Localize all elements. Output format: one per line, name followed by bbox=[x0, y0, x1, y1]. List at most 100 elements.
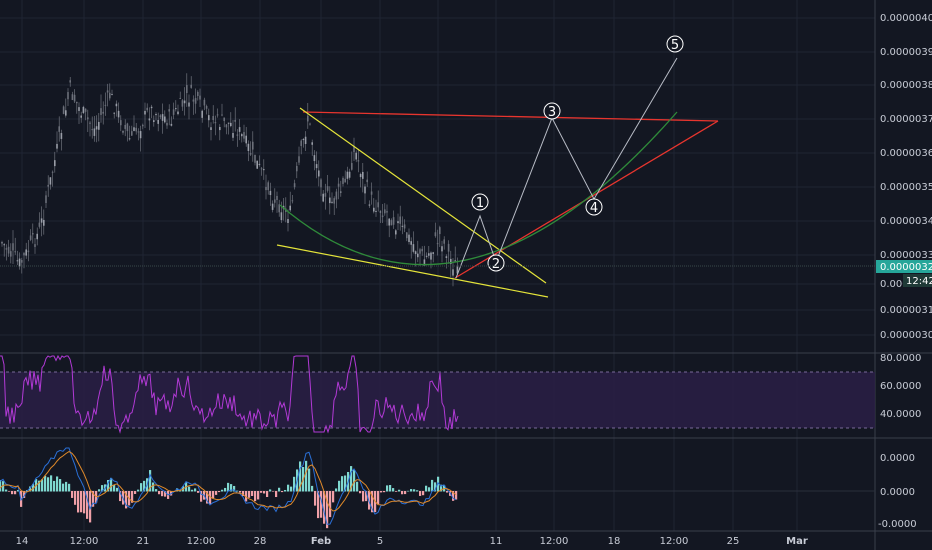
candle-body bbox=[100, 108, 102, 115]
macd-histogram-bar bbox=[278, 487, 281, 492]
macd-histogram-bar bbox=[392, 488, 395, 492]
candle-body bbox=[153, 120, 155, 122]
macd-histogram-bar bbox=[50, 475, 53, 492]
macd-histogram-bar bbox=[446, 491, 449, 493]
wave-label-5[interactable]: 5 bbox=[666, 35, 684, 53]
macd-tick-label: 0.0000 bbox=[880, 487, 915, 498]
macd-histogram-bar bbox=[38, 480, 41, 492]
macd-histogram-bar bbox=[158, 491, 161, 495]
candle-body bbox=[315, 164, 318, 169]
candle-body bbox=[445, 256, 448, 258]
macd-histogram-bar bbox=[350, 466, 353, 492]
macd-histogram-bar bbox=[425, 485, 428, 492]
macd-histogram-bar bbox=[236, 490, 239, 492]
candle-body bbox=[439, 227, 441, 235]
candle-body bbox=[95, 126, 98, 130]
timer-text: 12:42 bbox=[906, 276, 932, 287]
macd-histogram-bar bbox=[107, 479, 110, 492]
macd-histogram-bar bbox=[299, 461, 302, 492]
macd-histogram-bar bbox=[140, 483, 143, 492]
candle-body bbox=[126, 123, 129, 132]
candle-body bbox=[227, 122, 230, 124]
macd-histogram-bar bbox=[416, 490, 419, 492]
macd-tick-label: -0.0000 bbox=[878, 519, 917, 530]
candle-body bbox=[236, 134, 239, 136]
wave-label-3[interactable]: 3 bbox=[543, 102, 561, 120]
candle-body bbox=[278, 204, 280, 213]
macd-histogram-bar bbox=[215, 491, 218, 495]
macd-histogram-bar bbox=[116, 487, 119, 492]
macd-histogram-bar bbox=[80, 491, 83, 513]
macd-histogram-bar bbox=[320, 491, 323, 518]
rsi-pane[interactable] bbox=[0, 354, 875, 434]
candle-body bbox=[93, 128, 96, 136]
candle-body bbox=[271, 203, 274, 210]
candle-body bbox=[274, 199, 276, 203]
candle-body bbox=[10, 251, 12, 257]
wave-label-2[interactable]: 2 bbox=[487, 254, 505, 272]
candle-body bbox=[183, 100, 186, 104]
candle-body bbox=[144, 110, 146, 115]
candle-body bbox=[36, 233, 38, 240]
time-tick-label: 12:00 bbox=[540, 536, 569, 547]
candle-body bbox=[364, 186, 366, 194]
macd-histogram-bar bbox=[110, 477, 113, 492]
macd-histogram-bar bbox=[23, 491, 26, 498]
candle-body bbox=[188, 102, 190, 107]
candle-body bbox=[128, 138, 131, 140]
wave-label-1[interactable]: 1 bbox=[471, 193, 489, 211]
macd-histogram-bar bbox=[428, 487, 431, 492]
candle-body bbox=[456, 266, 459, 274]
wedge-top-line[interactable] bbox=[299, 107, 547, 284]
candle-body bbox=[5, 248, 8, 250]
candle-body bbox=[78, 107, 80, 111]
macd-histogram-bar bbox=[143, 480, 146, 492]
macd-histogram-bar bbox=[17, 490, 20, 492]
candle-body bbox=[1, 242, 3, 244]
macd-histogram-bar bbox=[317, 491, 320, 519]
macd-histogram-bar bbox=[251, 491, 254, 496]
macd-pane[interactable] bbox=[0, 447, 875, 529]
candle-body bbox=[331, 201, 333, 203]
candle-body bbox=[388, 218, 390, 226]
macd-histogram-bar bbox=[188, 486, 191, 492]
macd-histogram-bar bbox=[377, 491, 380, 505]
price-tick-label: 0.00000307 bbox=[880, 330, 932, 341]
macd-histogram-bar bbox=[419, 491, 422, 496]
time-axis[interactable]: 14 12:00 21 12:00 28 Feb 5 11 12:00 18 1… bbox=[16, 536, 808, 547]
macd-histogram-bar bbox=[290, 486, 293, 492]
candle-body bbox=[302, 139, 305, 141]
candle-body bbox=[238, 127, 241, 132]
macd-histogram-bar bbox=[260, 491, 263, 493]
candle-body bbox=[98, 121, 100, 130]
macd-histogram-bar bbox=[125, 491, 128, 509]
macd-histogram-bar bbox=[152, 482, 155, 492]
macd-histogram-bar bbox=[227, 482, 230, 492]
rounding-bottom-arc[interactable] bbox=[279, 111, 678, 266]
candle-body bbox=[150, 106, 153, 109]
candle-body bbox=[157, 119, 159, 124]
candle-body bbox=[186, 85, 188, 94]
macd-histogram-bar bbox=[68, 483, 71, 492]
triangle-top-line[interactable] bbox=[302, 111, 719, 122]
macd-histogram-bar bbox=[32, 483, 35, 492]
candle-body bbox=[102, 111, 104, 114]
candle-body bbox=[406, 232, 408, 239]
elliott-wave-path[interactable] bbox=[455, 57, 678, 279]
rsi-line bbox=[0, 354, 459, 434]
candle-body bbox=[395, 230, 397, 235]
wave-label-4[interactable]: 4 bbox=[585, 198, 603, 216]
candle-body bbox=[265, 186, 267, 191]
wedge-bottom-line[interactable] bbox=[276, 244, 549, 298]
candle-body bbox=[247, 143, 250, 151]
macd-histogram-bar bbox=[410, 489, 413, 492]
macd-histogram-bar bbox=[284, 489, 287, 492]
candle-body bbox=[417, 253, 419, 258]
candle-body bbox=[381, 215, 384, 218]
rsi-axis: 80.0000 60.0000 40.0000 bbox=[880, 353, 921, 420]
candle-body bbox=[276, 195, 278, 200]
